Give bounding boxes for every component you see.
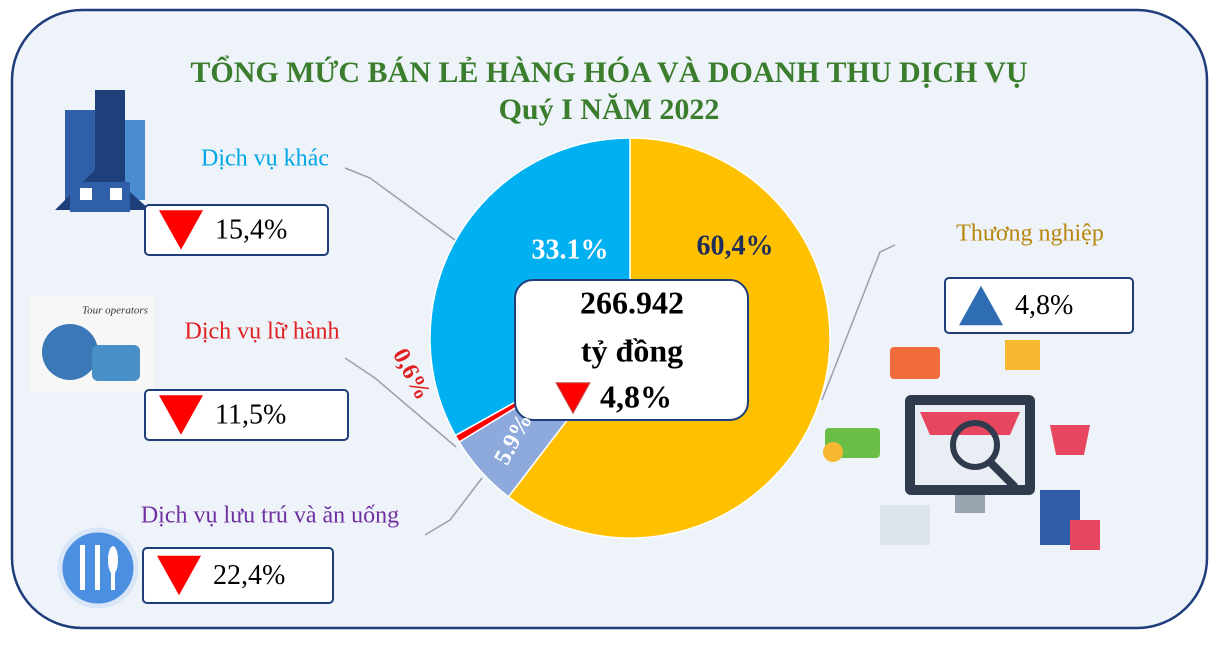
- building-icon: [55, 90, 150, 212]
- leader-line: [344, 357, 457, 448]
- chart-subtitle: Quý I NĂM 2022: [499, 93, 720, 126]
- category-label: Dịch vụ lưu trú và ăn uống: [141, 503, 399, 529]
- change-label: 11,5%: [215, 399, 286, 430]
- value-label: 33.1%: [532, 234, 609, 265]
- total-unit: tỷ đồng: [581, 332, 683, 368]
- change-arrow: [159, 395, 203, 435]
- svg-text:Tour operators: Tour operators: [82, 305, 148, 317]
- travel-icon: Tour operators: [30, 296, 154, 392]
- change-label: 15,4%: [215, 214, 287, 245]
- leader-line: [821, 244, 896, 401]
- change-arrow: [959, 285, 1003, 326]
- category-label: Thương nghiệp: [956, 221, 1104, 247]
- change-label: 22,4%: [213, 560, 285, 591]
- restaurant-icon: [57, 527, 139, 609]
- category-label: Dịch vụ khác: [201, 146, 329, 172]
- shopping-icon: [823, 340, 1100, 550]
- change-arrow: [159, 210, 203, 250]
- change-label: 4,8%: [1015, 290, 1073, 321]
- total-value: 266.942: [580, 284, 684, 320]
- change-arrow: [555, 382, 591, 415]
- leader-line: [424, 477, 483, 536]
- total-change: 4,8%: [600, 378, 672, 414]
- chart-title: TỔNG MỨC BÁN LẺ HÀNG HÓA VÀ DOANH THU DỊ…: [190, 55, 1027, 89]
- value-label: 60,4%: [697, 230, 774, 261]
- leader-line: [344, 167, 456, 241]
- category-label: Dịch vụ lữ hành: [185, 319, 340, 345]
- change-arrow: [157, 555, 201, 596]
